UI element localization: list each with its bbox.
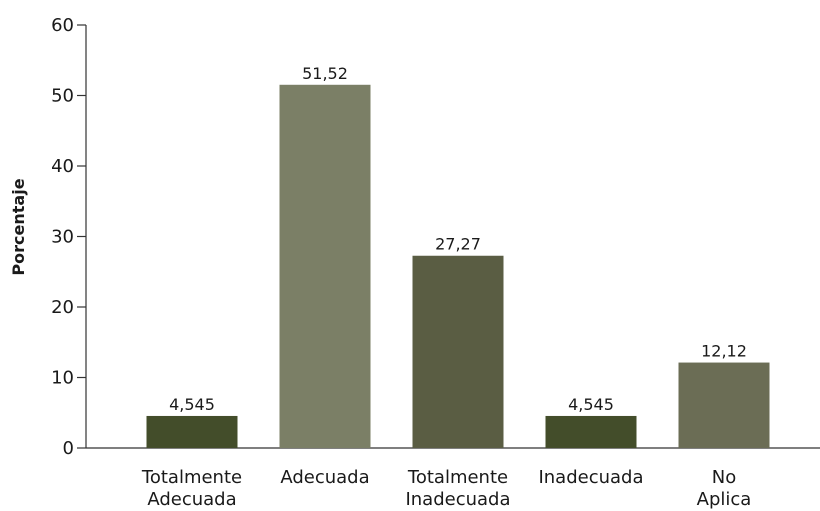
y-tick-label: 40 bbox=[51, 156, 74, 177]
y-axis-title: Porcentaje bbox=[9, 178, 28, 275]
bar-data-labels: 4,545 51,52 27,27 4,545 12,12 bbox=[169, 64, 747, 414]
bar-value-label: 12,12 bbox=[701, 342, 747, 361]
bar bbox=[545, 415, 637, 448]
y-tick-label: 60 bbox=[51, 15, 74, 36]
bar bbox=[412, 255, 504, 448]
y-tick-label: 30 bbox=[51, 227, 74, 248]
category-label: Adecuada bbox=[147, 489, 236, 510]
bar-series bbox=[146, 84, 770, 448]
category-label: Totalmente bbox=[407, 467, 508, 488]
y-tick-label: 10 bbox=[51, 368, 74, 389]
category-label: Inadecuada bbox=[538, 467, 643, 488]
category-label: Aplica bbox=[697, 489, 752, 510]
bar bbox=[146, 415, 238, 448]
bar-value-label: 51,52 bbox=[302, 64, 348, 83]
y-axis-ticks: 0 10 20 30 40 50 60 bbox=[51, 15, 86, 459]
category-label: Adecuada bbox=[280, 467, 369, 488]
category-label: Totalmente bbox=[141, 467, 242, 488]
bar-value-label: 4,545 bbox=[169, 395, 215, 414]
y-tick-label: 50 bbox=[51, 86, 74, 107]
bar-value-label: 27,27 bbox=[435, 235, 481, 254]
category-label: No bbox=[712, 467, 736, 488]
bar-value-label: 4,545 bbox=[568, 395, 614, 414]
y-tick-label: 0 bbox=[63, 438, 74, 459]
bar bbox=[678, 362, 770, 448]
category-label: Inadecuada bbox=[405, 489, 510, 510]
bar bbox=[279, 84, 371, 448]
y-tick-label: 20 bbox=[51, 297, 74, 318]
